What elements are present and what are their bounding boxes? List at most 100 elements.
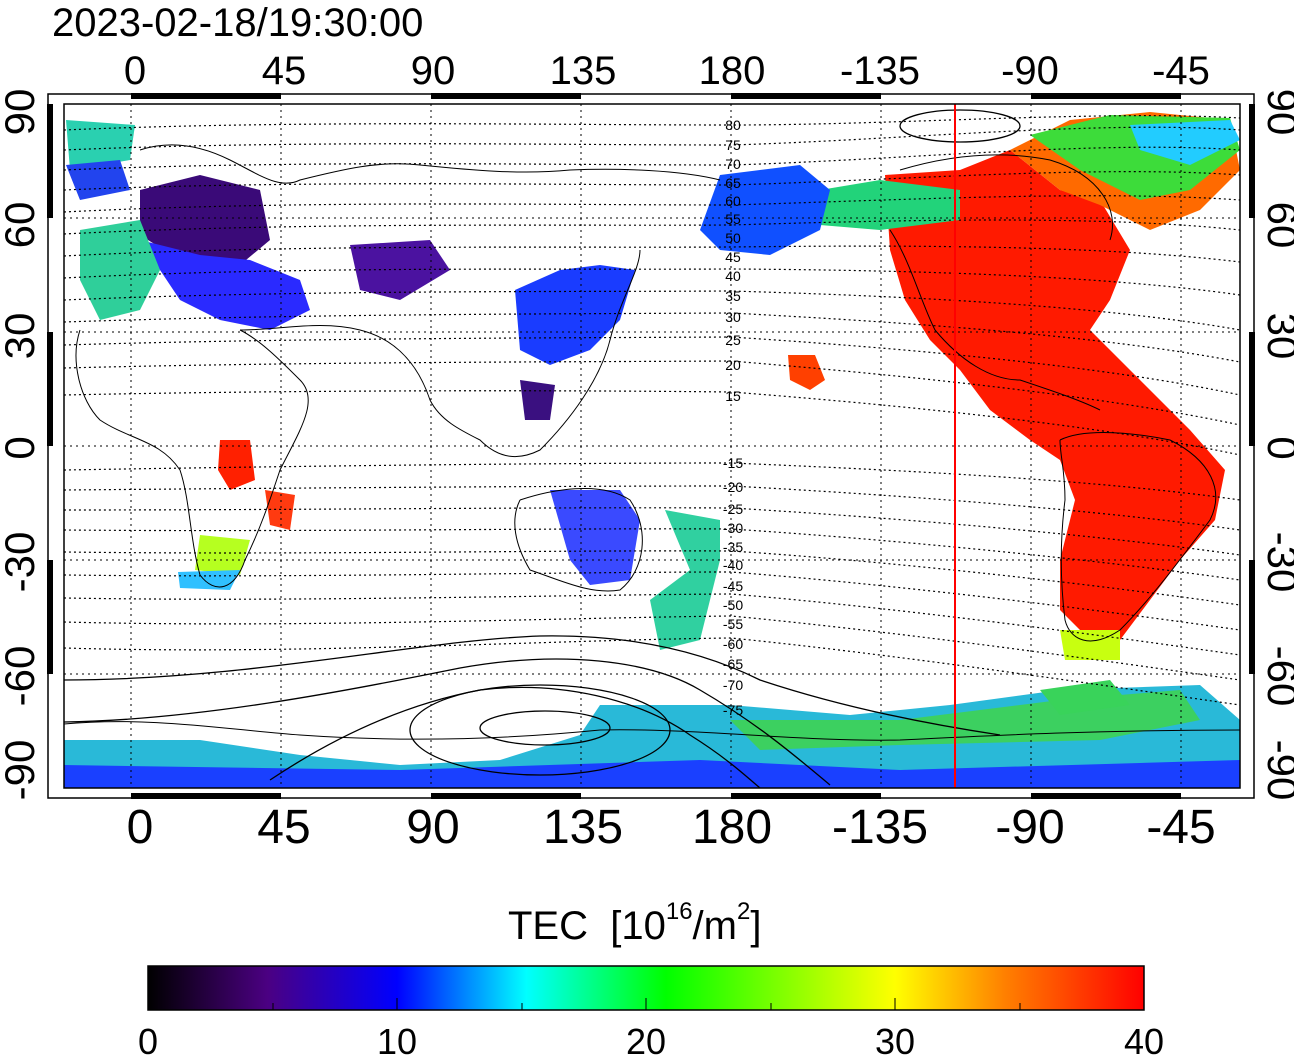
contour-label: 45 bbox=[725, 249, 741, 265]
map-panel: 80 75 70 65 60 55 50 45 40 35 30 25 20 1… bbox=[47, 93, 1255, 799]
contour-label: -40 bbox=[723, 557, 743, 573]
tec-data-layer bbox=[64, 112, 1240, 788]
tec-patch-arctic-west bbox=[66, 120, 135, 170]
polar-contours bbox=[64, 109, 1021, 788]
x-tick-label: -90 bbox=[1001, 49, 1059, 93]
colorbar-unit-mid: /m bbox=[692, 904, 737, 948]
y-tick-label: 30 bbox=[1259, 313, 1294, 360]
y-axis-right: 90 60 30 0 -30 -60 -90 bbox=[1259, 89, 1294, 801]
colorbar-minor-ticks bbox=[272, 998, 1021, 1010]
colorbar-ticks: 0 10 20 30 40 bbox=[138, 1021, 1164, 1057]
colorbar-unit-base: [10 bbox=[610, 904, 666, 948]
x-tick-label: -90 bbox=[995, 801, 1064, 854]
tec-patch-canada-cyan bbox=[1130, 120, 1240, 165]
tec-patch-south-polar bbox=[64, 685, 1240, 788]
colorbar-tick-label: 40 bbox=[1124, 1021, 1164, 1057]
tec-patch-europe-dark bbox=[140, 175, 270, 265]
tec-patch-greenland-west-blue bbox=[66, 160, 130, 200]
colorbar: 0 10 20 30 40 bbox=[138, 965, 1164, 1057]
tec-patch-drake bbox=[1040, 680, 1130, 715]
y-tick-label: -30 bbox=[0, 532, 43, 593]
contour-label: -30 bbox=[723, 520, 743, 536]
colorbar-unit-exponent-2: 2 bbox=[736, 898, 751, 925]
contour-label: 75 bbox=[725, 137, 741, 153]
contour-label: -25 bbox=[723, 501, 743, 517]
tec-patch-south-america-tip bbox=[1060, 630, 1120, 660]
contour-label: 20 bbox=[725, 357, 741, 373]
x-tick-label: -135 bbox=[832, 801, 928, 854]
coastlines bbox=[64, 144, 1240, 741]
colorbar-tick-label: 20 bbox=[626, 1021, 666, 1057]
magnetic-contours bbox=[64, 115, 1240, 706]
tec-patch-south-polar-blue bbox=[64, 760, 1240, 788]
tec-patch-americas bbox=[885, 150, 1225, 640]
tec-patch-nz bbox=[650, 510, 720, 650]
y-tick-label: 60 bbox=[1259, 202, 1294, 249]
x-tick-label: 45 bbox=[262, 49, 307, 93]
contour-label: -70 bbox=[723, 677, 743, 693]
y-tick-label: 90 bbox=[0, 89, 43, 136]
y-tick-label: -90 bbox=[1259, 740, 1294, 801]
x-axis-bottom: 0 45 90 135 180 -135 -90 -45 bbox=[127, 801, 1216, 854]
y-tick-label: 0 bbox=[0, 436, 43, 459]
x-tick-label: 90 bbox=[411, 49, 456, 93]
contour-label: -35 bbox=[723, 539, 743, 555]
timestamp-title: 2023-02-18/19:30:00 bbox=[52, 1, 423, 45]
x-tick-label: 90 bbox=[406, 801, 459, 854]
x-tick-label: 0 bbox=[124, 49, 146, 93]
x-tick-label: -135 bbox=[840, 49, 920, 93]
contour-label: 15 bbox=[725, 388, 741, 404]
axis-tick-bars bbox=[47, 93, 1255, 799]
contour-label: 55 bbox=[725, 211, 741, 227]
tec-patch-cape bbox=[178, 570, 240, 590]
colorbar-unit-close: ] bbox=[750, 904, 762, 948]
y-tick-label: 60 bbox=[0, 202, 43, 249]
contour-label: -50 bbox=[723, 597, 743, 613]
contour-label: -20 bbox=[723, 479, 743, 495]
x-axis-top: 0 45 90 135 180 -135 -90 -45 bbox=[124, 49, 1210, 93]
colorbar-tick-label: 30 bbox=[875, 1021, 915, 1057]
y-tick-label: -60 bbox=[1259, 646, 1294, 707]
tec-patch-atlantic-green bbox=[80, 220, 160, 320]
y-tick-label: -30 bbox=[1259, 532, 1294, 593]
x-tick-label: 45 bbox=[257, 801, 310, 854]
contour-label: -45 bbox=[723, 578, 743, 594]
tec-patch-south-africa bbox=[195, 535, 250, 575]
contour-label: 60 bbox=[725, 193, 741, 209]
x-tick-label: -45 bbox=[1152, 49, 1210, 93]
colorbar-tick-label: 10 bbox=[377, 1021, 417, 1057]
contour-label: -75 bbox=[723, 702, 743, 718]
contour-label: -55 bbox=[723, 616, 743, 632]
x-tick-label: 180 bbox=[692, 801, 772, 854]
contour-labels: 80 75 70 65 60 55 50 45 40 35 30 25 20 1… bbox=[723, 117, 743, 718]
x-tick-label: 0 bbox=[127, 801, 154, 854]
y-tick-label: -90 bbox=[0, 740, 43, 801]
contour-label: 70 bbox=[725, 156, 741, 172]
tec-patch-bering-blue bbox=[700, 165, 830, 255]
contour-label: 25 bbox=[725, 332, 741, 348]
tec-patch-australia bbox=[550, 490, 640, 585]
y-tick-label: 0 bbox=[1259, 436, 1294, 459]
y-tick-label: -60 bbox=[0, 646, 43, 707]
y-tick-label: 30 bbox=[0, 313, 43, 360]
map-frame-inner bbox=[63, 103, 1241, 789]
colorbar-variable: TEC bbox=[508, 904, 588, 948]
contour-label: -15 bbox=[723, 455, 743, 471]
tec-patch-europe-blue bbox=[140, 240, 310, 330]
tec-patch-east-asia bbox=[515, 265, 635, 365]
colorbar-title: TEC [1016/m2] bbox=[508, 900, 762, 950]
y-tick-label: 90 bbox=[1259, 89, 1294, 136]
tec-patch-madagascar bbox=[265, 490, 295, 530]
contour-label: -60 bbox=[723, 636, 743, 652]
x-tick-label: 135 bbox=[550, 49, 617, 93]
contour-label: 40 bbox=[725, 268, 741, 284]
tec-patch-hawaii bbox=[788, 355, 825, 390]
x-tick-label: 180 bbox=[699, 49, 766, 93]
contour-label: 65 bbox=[725, 175, 741, 191]
y-axis-left: 90 60 30 0 -30 -60 -90 bbox=[0, 89, 43, 801]
tec-patch-africa-red bbox=[218, 440, 255, 490]
contour-label: -65 bbox=[723, 656, 743, 672]
colorbar-unit-exponent: 16 bbox=[665, 898, 693, 925]
contour-label: 80 bbox=[725, 117, 741, 133]
